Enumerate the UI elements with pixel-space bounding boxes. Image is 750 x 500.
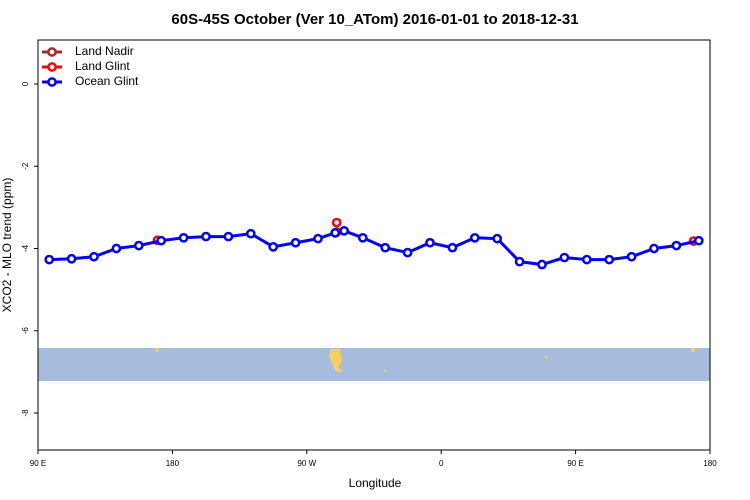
data-point (66, 253, 77, 264)
plot-frame (37, 39, 711, 451)
data-point (223, 231, 234, 242)
x-axis-label: Longitude (349, 476, 402, 490)
y-tick-label: -2 (21, 162, 30, 170)
data-point (380, 242, 391, 253)
chart-title: 60S-45S October (Ver 10_ATom) 2016-01-01… (171, 11, 578, 28)
data-point (425, 237, 435, 248)
data-point (492, 233, 503, 244)
data-point (559, 252, 570, 263)
legend-marker (47, 62, 57, 72)
legend-marker (47, 77, 57, 87)
data-point (44, 254, 55, 265)
legend-label: Land Nadir (75, 44, 134, 58)
data-point (89, 251, 99, 262)
data-point (111, 243, 122, 254)
data-point (268, 242, 279, 252)
data-point (330, 228, 341, 238)
map-strip (38, 348, 710, 381)
data-point (537, 259, 547, 270)
legend-label: Ocean Glint (75, 74, 139, 88)
data-point (402, 247, 413, 258)
data-point (133, 240, 144, 251)
legend-label: Land Glint (75, 59, 130, 73)
data-point (626, 251, 637, 262)
data-point (671, 240, 682, 251)
x-tick-label: 0 (439, 459, 444, 468)
y-axis-label: XCO2 - MLO trend (ppm) (0, 178, 14, 313)
data-point (313, 233, 323, 244)
y-tick-label: 0 (21, 81, 30, 86)
data-point (469, 232, 480, 243)
x-tick-label: 90 E (30, 459, 46, 468)
data-point (245, 228, 256, 239)
data-point (447, 242, 458, 253)
y-tick-label: -4 (21, 244, 30, 252)
data-point (339, 225, 349, 236)
data-point (649, 243, 659, 254)
data-point (693, 235, 704, 246)
data-point (201, 231, 211, 242)
x-tick-label: 90 E (567, 459, 583, 468)
legend-marker (47, 47, 57, 57)
data-point (331, 217, 342, 228)
y-tick-label: -8 (21, 409, 30, 417)
y-tick-label: -6 (21, 327, 30, 335)
series-line (49, 229, 700, 267)
data-point (514, 256, 525, 267)
data-point (290, 237, 301, 248)
data-point (178, 232, 189, 243)
x-tick-label: 180 (166, 459, 180, 468)
x-tick-label: 90 W (297, 459, 316, 468)
data-point (581, 254, 592, 265)
data-point (156, 235, 167, 246)
data-point (604, 254, 615, 265)
data-point (357, 232, 368, 243)
x-tick-label: 180 (703, 459, 717, 468)
